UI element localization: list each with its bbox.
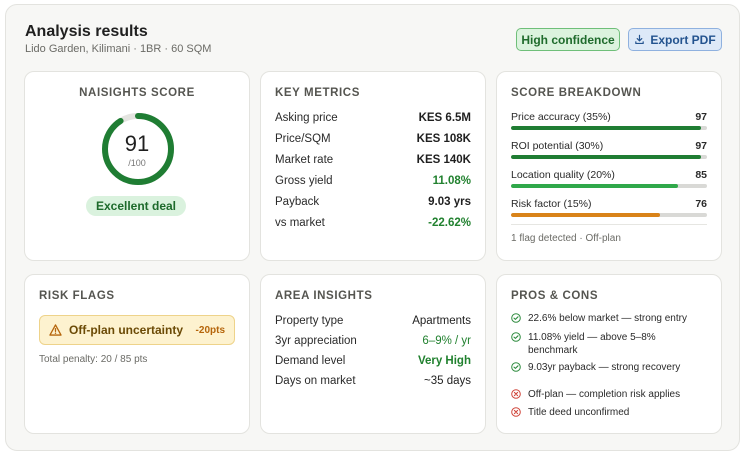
- breakdown-value: 97: [695, 140, 707, 152]
- breakdown-label: Risk factor (15%): [511, 198, 592, 210]
- property-subtitle: Lido Garden, Kilimani · 1BR · 60 SQM: [25, 43, 212, 55]
- breakdown-bar: [511, 126, 707, 130]
- key-metrics-heading: KEY METRICS: [275, 87, 360, 99]
- insight-value: ~35 days: [424, 375, 471, 387]
- metric-label: Market rate: [275, 154, 334, 166]
- metric-value: KES 6.5M: [418, 112, 471, 124]
- metric-row: Asking price KES 6.5M: [275, 112, 471, 124]
- score-denominator: /100: [128, 158, 146, 168]
- risk-flags-heading: RISK FLAGS: [39, 290, 115, 302]
- insight-label: Demand level: [275, 355, 346, 367]
- area-insights-card: AREA INSIGHTS Property type Apartments 3…: [260, 274, 486, 434]
- insight-value: 6–9% / yr: [422, 335, 471, 347]
- breakdown-label: Location quality (20%): [511, 169, 615, 181]
- breakdown-value: 97: [695, 111, 707, 123]
- insight-row: 3yr appreciation 6–9% / yr: [275, 335, 471, 347]
- breakdown-bar: [511, 213, 707, 217]
- metric-label: Price/SQM: [275, 133, 331, 145]
- export-pdf-button[interactable]: Export PDF: [628, 28, 722, 51]
- breakdown-label: Price accuracy (35%): [511, 111, 611, 123]
- insight-value: Very High: [417, 355, 471, 367]
- metric-label: Asking price: [275, 112, 338, 124]
- page-title: Analysis results: [25, 23, 148, 40]
- breakdown-bar-fill: [511, 126, 702, 130]
- risk-flag-label: Off-plan uncertainty: [69, 323, 184, 337]
- metric-label: Payback: [275, 196, 320, 208]
- insight-label: Days on market: [275, 375, 356, 387]
- metric-value: -22.62%: [428, 217, 471, 229]
- risk-flags-card: RISK FLAGS Off-plan uncertainty -20pts T…: [24, 274, 250, 434]
- breakdown-divider: [511, 224, 707, 225]
- breakdown-row: Price accuracy (35%) 97: [511, 111, 707, 123]
- metric-row: Price/SQM KES 108K: [275, 133, 471, 145]
- score-breakdown-card: SCORE BREAKDOWN Price accuracy (35%) 97 …: [496, 71, 722, 261]
- metric-label: vs market: [275, 217, 325, 229]
- metric-value: KES 140K: [416, 154, 471, 166]
- download-icon: [635, 34, 645, 45]
- breakdown-value: 85: [695, 169, 707, 181]
- key-metrics-card: KEY METRICS Asking price KES 6.5M Price/…: [260, 71, 486, 261]
- breakdown-footer: 1 flag detected · Off-plan: [511, 233, 621, 244]
- con-item: Title deed unconfirmed: [511, 406, 707, 419]
- breakdown-value: 76: [695, 198, 707, 210]
- pro-text: 11.08% yield — above 5–8% benchmark: [528, 332, 656, 356]
- metric-value: 11.08%: [432, 175, 471, 187]
- check-circle-icon: [511, 332, 521, 342]
- x-circle-icon: [511, 389, 521, 399]
- insight-label: 3yr appreciation: [275, 335, 357, 347]
- risk-flag-item: Off-plan uncertainty -20pts: [39, 315, 235, 345]
- metric-value: 9.03 yrs: [428, 196, 471, 208]
- con-item: Off-plan — completion risk applies: [511, 388, 707, 401]
- pro-item: 11.08% yield — above 5–8% benchmark: [511, 331, 707, 357]
- metric-label: Gross yield: [275, 175, 333, 187]
- breakdown-bar: [511, 155, 707, 159]
- export-pdf-label: Export PDF: [650, 32, 716, 47]
- insight-label: Property type: [275, 315, 344, 327]
- metric-row: Market rate KES 140K: [275, 154, 471, 166]
- metric-value: KES 108K: [416, 133, 471, 145]
- confidence-badge: High confidence: [516, 28, 620, 51]
- verdict-badge: Excellent deal: [86, 196, 186, 216]
- insight-value: Apartments: [412, 315, 471, 327]
- metric-row: vs market -22.62%: [275, 217, 471, 229]
- area-insights-heading: AREA INSIGHTS: [275, 290, 373, 302]
- metric-row: Gross yield 11.08%: [275, 175, 471, 187]
- risk-flag-points: -20pts: [195, 324, 225, 336]
- breakdown-row: Location quality (20%) 85: [511, 169, 707, 181]
- check-circle-icon: [511, 362, 521, 372]
- pro-item: 9.03yr payback — strong recovery: [511, 361, 707, 374]
- breakdown-heading: SCORE BREAKDOWN: [511, 87, 642, 99]
- warning-icon: [49, 324, 62, 336]
- pros-cons-card: PROS & CONS 22.6% below market — strong …: [496, 274, 722, 434]
- insight-row: Days on market ~35 days: [275, 375, 471, 387]
- total-penalty: Total penalty: 20 / 85 pts: [39, 354, 148, 365]
- breakdown-bar-fill: [511, 184, 678, 188]
- score-heading: NAISIGHTS SCORE: [79, 87, 195, 99]
- check-circle-icon: [511, 313, 521, 323]
- x-circle-icon: [511, 407, 521, 417]
- breakdown-bar: [511, 184, 707, 188]
- pro-text: 9.03yr payback — strong recovery: [528, 362, 681, 373]
- breakdown-label: ROI potential (30%): [511, 140, 604, 152]
- breakdown-row: ROI potential (30%) 97: [511, 140, 707, 152]
- pros-cons-heading: PROS & CONS: [511, 290, 599, 302]
- pro-item: 22.6% below market — strong entry: [511, 312, 707, 325]
- score-ring: [102, 113, 174, 185]
- con-text: Title deed unconfirmed: [528, 407, 630, 418]
- breakdown-bar-fill: [511, 213, 660, 217]
- analysis-panel: Analysis results Lido Garden, Kilimani ·…: [5, 4, 740, 451]
- insight-row: Demand level Very High: [275, 355, 471, 367]
- score-card: NAISIGHTS SCORE 91 /100 Excellent deal: [24, 71, 250, 261]
- metric-row: Payback 9.03 yrs: [275, 196, 471, 208]
- con-text: Off-plan — completion risk applies: [528, 389, 681, 400]
- insight-row: Property type Apartments: [275, 315, 471, 327]
- pro-text: 22.6% below market — strong entry: [528, 313, 687, 324]
- breakdown-row: Risk factor (15%) 76: [511, 198, 707, 210]
- score-value: 91: [124, 131, 150, 156]
- breakdown-bar-fill: [511, 155, 702, 159]
